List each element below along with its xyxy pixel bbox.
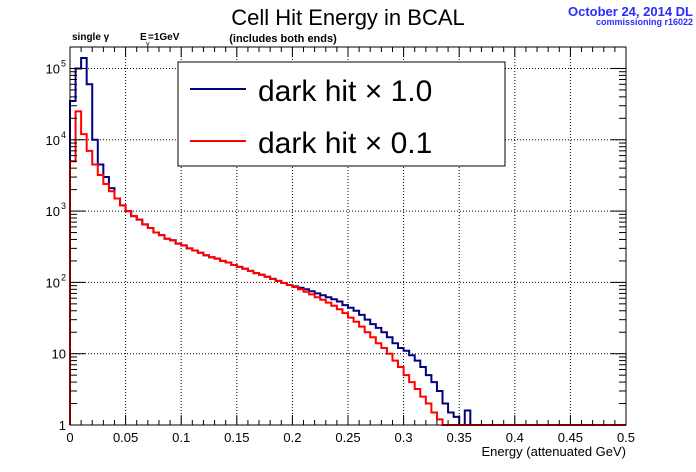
x-tick-label: 0.2	[283, 430, 301, 445]
x-axis: 0 0.05 0.1 0.15 0.2 0.25 0.3 0.35 0.4 0.45 0.5	[66, 47, 635, 445]
y-tick-label: 10	[46, 275, 60, 290]
commissioning-label: commissioning r16022	[596, 17, 693, 27]
y-tick-exponent: 3	[61, 201, 66, 211]
x-tick-label: 0.45	[558, 430, 583, 445]
particle-label: single γ	[72, 32, 110, 43]
legend-box	[177, 61, 506, 167]
x-tick-label: 0.1	[172, 430, 190, 445]
x-tick-label: 0.35	[447, 430, 472, 445]
y-tick-label: 1	[59, 418, 66, 433]
energy-subscript: γ	[146, 41, 150, 48]
y-tick-exponent: 4	[61, 130, 66, 140]
x-tick-label: 0	[66, 430, 73, 445]
x-tick-label: 0.4	[506, 430, 524, 445]
y-tick-label: 10	[46, 61, 60, 76]
x-axis-label: Energy (attenuated GeV)	[481, 444, 626, 459]
x-tick-label: 0.25	[335, 430, 360, 445]
x-tick-label: 0.3	[395, 430, 413, 445]
chart-title: Cell Hit Energy in BCAL	[231, 5, 465, 30]
y-tick-exponent: 5	[61, 58, 66, 68]
x-tick-label: 0.05	[113, 430, 138, 445]
x-tick-label: 0.5	[617, 430, 635, 445]
y-tick-label: 10	[52, 347, 66, 362]
chart-subtitle: (includes both ends)	[229, 33, 337, 45]
x-tick-label: 0.15	[224, 430, 249, 445]
energy-value: =1GeV	[148, 32, 180, 43]
date-stamp: October 24, 2014 DL	[568, 4, 693, 19]
legend: dark hit × 1.0 dark hit × 0.1	[177, 61, 506, 167]
legend-label-dark-hit-0-1: dark hit × 0.1	[258, 127, 432, 160]
legend-label-dark-hit-1: dark hit × 1.0	[258, 75, 432, 108]
y-tick-label: 10	[46, 204, 60, 219]
energy-label: E	[140, 32, 147, 43]
y-tick-label: 10	[46, 133, 60, 148]
y-tick-exponent: 2	[61, 272, 66, 282]
